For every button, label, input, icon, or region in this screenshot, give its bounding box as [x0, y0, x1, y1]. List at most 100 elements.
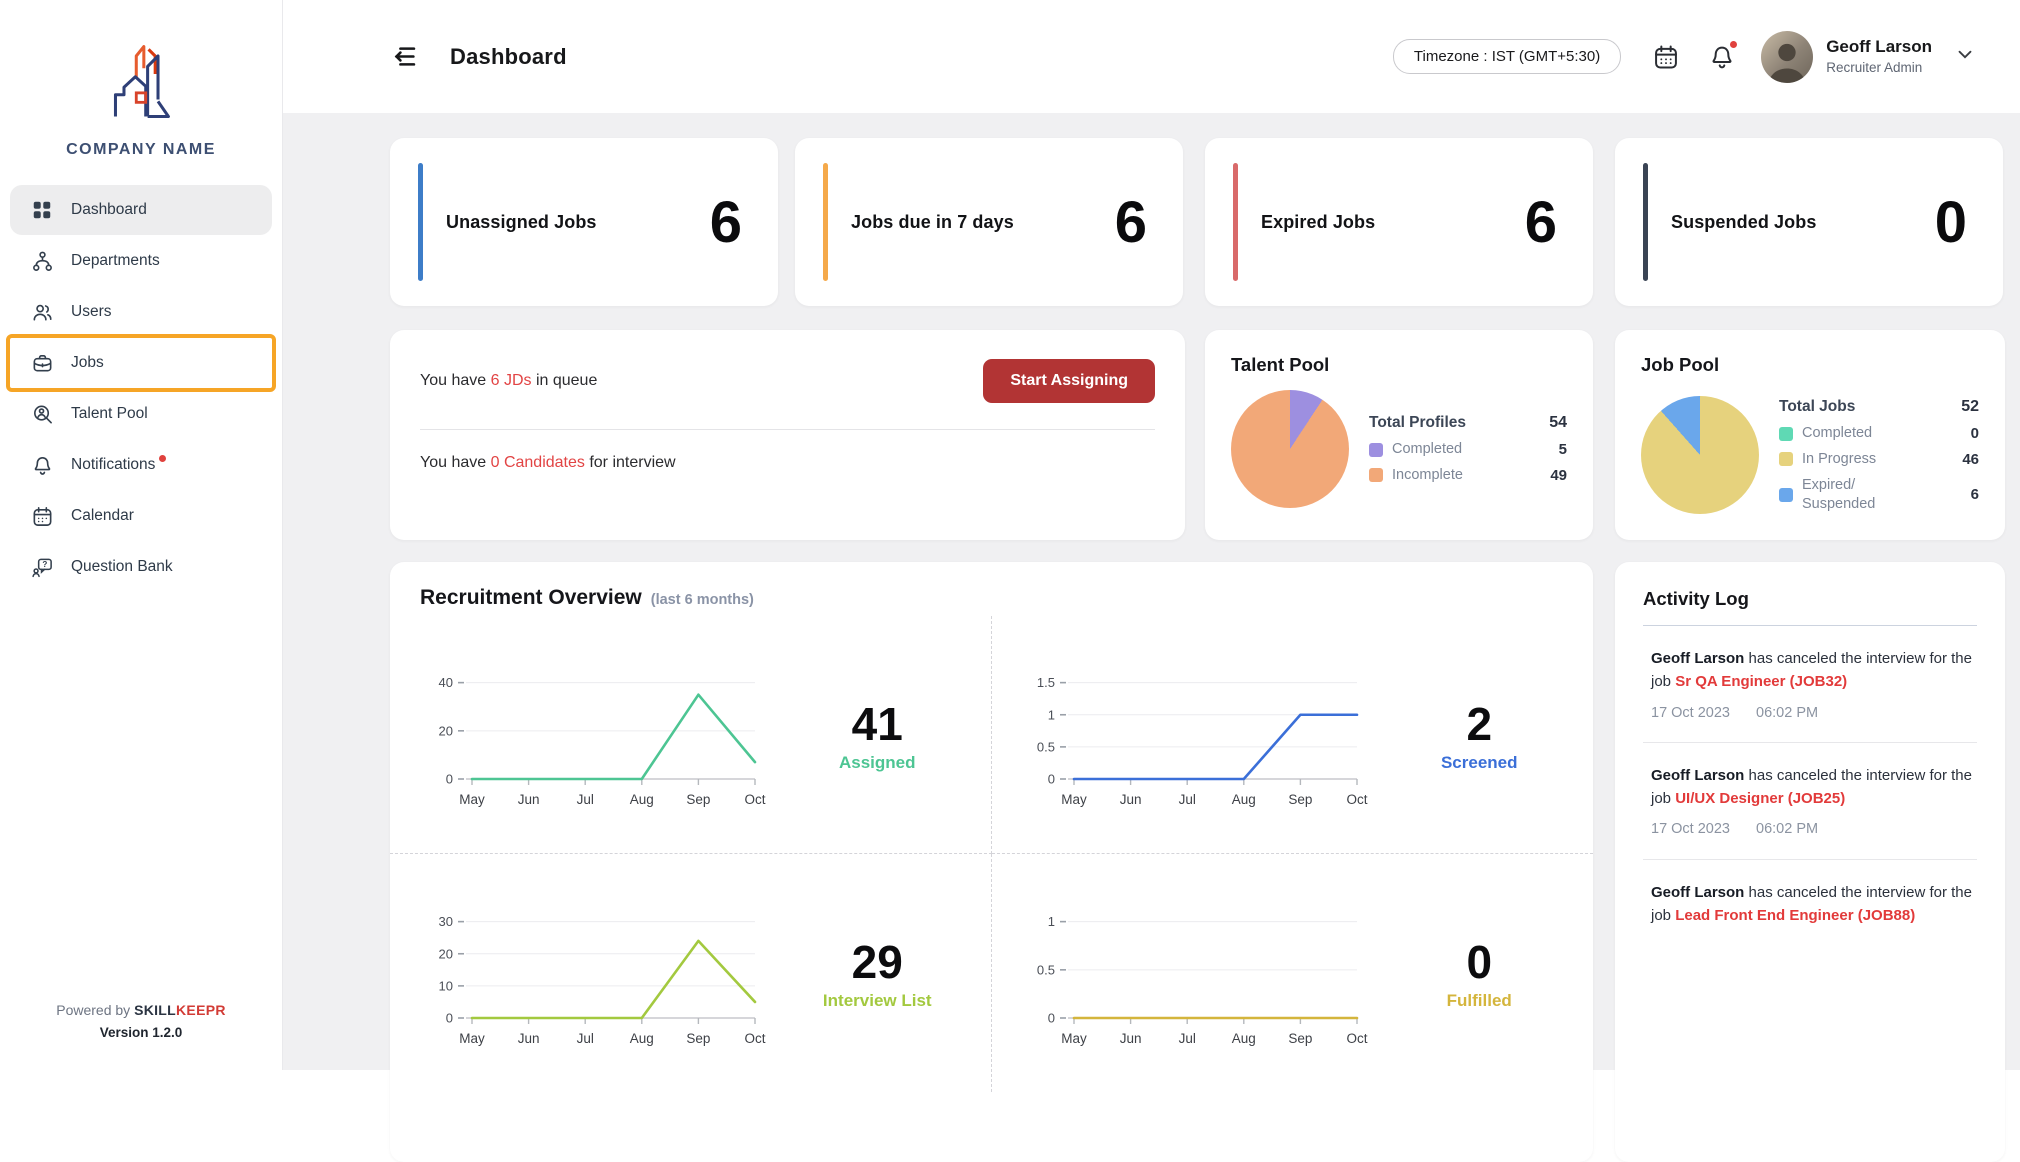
- sidebar: COMPANY NAME Dashboard Departments Users Jo…: [0, 0, 283, 1070]
- assigned-metric: 41 Assigned: [770, 697, 985, 773]
- interview-list-chart-wrap: 0 10 20 30 May Jun Jul Aug Sep Oct: [410, 894, 770, 1067]
- svg-text:Jun: Jun: [518, 792, 540, 807]
- svg-text:Aug: Aug: [1231, 792, 1255, 807]
- timezone-pill[interactable]: Timezone : IST (GMT+5:30): [1392, 39, 1622, 74]
- bell-icon[interactable]: [1705, 39, 1739, 74]
- sidebar-item-label-users: Users: [71, 303, 112, 320]
- legend-value: 0: [1970, 425, 1979, 443]
- svg-text:1: 1: [1047, 914, 1054, 929]
- stat-card-expired-jobs: Expired Jobs 6: [1205, 138, 1593, 306]
- jd-queue-text: You have 6 JDs in queue: [420, 372, 597, 390]
- talent-pool-legend: Total Profiles 54 Completed 5 Incomplete 49: [1369, 406, 1567, 492]
- stat-card-suspended-jobs: Suspended Jobs 0: [1615, 138, 2003, 306]
- job-pool-legend: Total Jobs 52 Completed 0 In Progress 46 Expir…: [1779, 390, 1979, 521]
- svg-text:1: 1: [1047, 707, 1054, 722]
- powered-by-prefix: Powered by: [56, 1002, 131, 1018]
- sidebar-item-label-talent-pool: Talent Pool: [71, 405, 148, 422]
- bell-icon: [30, 453, 54, 477]
- person-search-icon: [30, 402, 54, 426]
- sidebar-item-departments[interactable]: Departments: [10, 236, 272, 286]
- svg-text:0: 0: [1047, 1010, 1054, 1025]
- job-pool-title: Job Pool: [1641, 354, 1720, 375]
- metric-label: Screened: [1440, 752, 1518, 772]
- stat-value: 6: [709, 189, 742, 255]
- metric-value: 41: [851, 697, 903, 750]
- briefcase-icon: [30, 351, 54, 375]
- entry-job-link[interactable]: UI/UX Designer (JOB25): [1675, 790, 1846, 808]
- svg-text:Jul: Jul: [577, 792, 594, 807]
- sidebar-item-question-bank[interactable]: ? Question Bank: [10, 542, 272, 592]
- screened-chart-wrap: 0 0.5 1 1.5 May Jun Jul Aug Sep Oct: [1012, 655, 1372, 828]
- stat-accent-bar: [1233, 163, 1238, 281]
- sidebar-item-calendar[interactable]: Calendar: [10, 491, 272, 541]
- legend-total-label: Total Profiles: [1369, 414, 1467, 432]
- legend-swatch: [1369, 468, 1383, 483]
- svg-text:Aug: Aug: [630, 1031, 654, 1046]
- screened-metric: 2 Screened: [1372, 697, 1588, 773]
- svg-text:Sep: Sep: [686, 1031, 710, 1046]
- jd-queue-post: in queue: [531, 372, 598, 389]
- chevron-down-icon[interactable]: [1954, 43, 1976, 70]
- company-logo-icon: [113, 45, 170, 119]
- screened-line-chart: 0 0.5 1 1.5 May Jun Jul Aug Sep Oct: [1036, 675, 1367, 807]
- legend-value: 5: [1558, 441, 1567, 459]
- question-bank-icon: ?: [30, 555, 54, 579]
- stat-card-jobs-due-in-7-days: Jobs due in 7 days 6: [795, 138, 1183, 306]
- legend-value: 6: [1970, 486, 1979, 504]
- user-name: Geoff Larson: [1826, 36, 1932, 56]
- stat-accent-bar: [1643, 163, 1648, 281]
- candidates-post: for interview: [584, 454, 676, 471]
- calendar-icon[interactable]: [1649, 40, 1683, 74]
- sidebar-item-label-question-bank: Question Bank: [71, 558, 173, 575]
- legend-label: Completed: [1802, 425, 1873, 442]
- svg-text:1.5: 1.5: [1036, 675, 1054, 690]
- svg-text:?: ?: [42, 560, 47, 569]
- entry-timestamp: 17 Oct 2023 06:02 PM: [1651, 702, 1975, 724]
- assigned-chart-wrap: 0 20 40 May Jun Jul Aug Sep Oct: [410, 655, 770, 828]
- entry-timestamp: 17 Oct 2023 06:02 PM: [1651, 818, 1975, 840]
- user-block: Geoff Larson Recruiter Admin: [1826, 37, 1932, 77]
- entry-action: has canceled the interview for the job: [1651, 766, 1972, 808]
- sidebar-item-dashboard[interactable]: Dashboard: [10, 185, 272, 235]
- entry-text: Geoff Larson has canceled the interview …: [1651, 647, 1975, 694]
- grid-icon: [30, 198, 54, 222]
- user-avatar[interactable]: [1761, 30, 1814, 83]
- sidebar-notification-dot: [159, 454, 167, 462]
- svg-text:0: 0: [446, 1010, 453, 1025]
- sidebar-item-talent-pool[interactable]: Talent Pool: [10, 389, 272, 439]
- legend-label: Incomplete: [1392, 467, 1463, 484]
- org-chart-icon: [30, 249, 54, 273]
- fulfilled-chart-wrap: 0 0.5 1 May Jun Jul Aug Sep Oct: [1012, 894, 1372, 1067]
- recruitment-title-row: Recruitment Overview (last 6 months): [390, 586, 1593, 610]
- entry-actor: Geoff Larson: [1651, 883, 1745, 901]
- collapse-sidebar-icon[interactable]: [388, 40, 422, 74]
- entry-job-link[interactable]: Sr QA Engineer (JOB32): [1675, 673, 1848, 691]
- legend-label: Expired/ Suspended: [1802, 476, 1876, 512]
- talent-pool-card: Talent Pool Total Profiles 54 Completed 5 Inc…: [1205, 330, 1593, 540]
- version-label: Version 1.2.0: [99, 1025, 183, 1040]
- svg-text:20: 20: [439, 946, 453, 961]
- legend-row-total: Total Jobs 52: [1779, 397, 1979, 417]
- svg-text:May: May: [1061, 792, 1087, 807]
- stat-label: Jobs due in 7 days: [851, 211, 1014, 232]
- sidebar-item-users[interactable]: Users: [10, 287, 272, 337]
- legend-total-label: Total Jobs: [1779, 398, 1856, 415]
- sidebar-item-notifications[interactable]: Notifications: [10, 440, 272, 490]
- legend-row-in-progress: In Progress 46: [1779, 450, 1979, 469]
- stat-card-unassigned-jobs: Unassigned Jobs 6: [390, 138, 778, 306]
- svg-text:0.5: 0.5: [1036, 962, 1054, 977]
- main-content: Unassigned Jobs 6 Jobs due in 7 days 6 Expir…: [283, 113, 2020, 1162]
- legend-swatch: [1779, 452, 1793, 467]
- start-assigning-button[interactable]: Start Assigning: [983, 359, 1155, 403]
- stat-label: Unassigned Jobs: [446, 211, 597, 232]
- metric-label: Assigned: [838, 752, 916, 772]
- metric-label: Interview List: [822, 991, 932, 1010]
- sidebar-menu: Dashboard Departments Users Jobs Talent Pool…: [0, 185, 282, 592]
- svg-text:Sep: Sep: [1288, 1031, 1312, 1046]
- assigned-line-chart: 0 20 40 May Jun Jul Aug Sep Oct: [439, 675, 766, 807]
- sidebar-item-jobs[interactable]: Jobs: [6, 334, 276, 392]
- entry-job-link[interactable]: Lead Front End Engineer (JOB88): [1675, 907, 1916, 925]
- powered-by: Powered by SKILLKEEPR: [0, 1002, 282, 1018]
- queue-card: You have 6 JDs in queue Start Assigning …: [390, 330, 1185, 540]
